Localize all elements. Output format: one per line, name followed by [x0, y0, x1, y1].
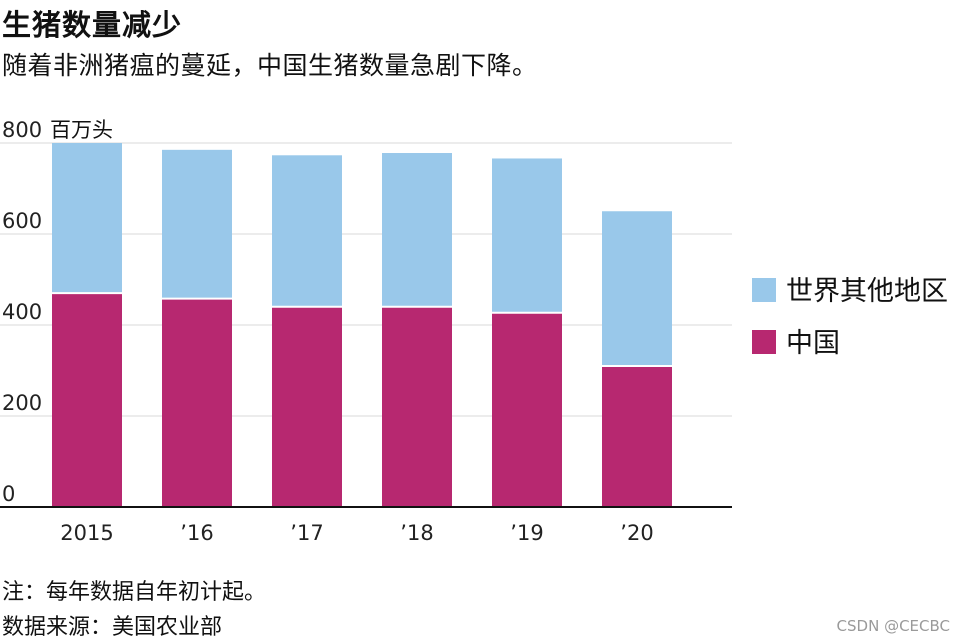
bar-china-4 [492, 312, 562, 507]
x-tick-label-0: 2015 [60, 521, 113, 545]
bar-rest-of-world-0 [52, 143, 122, 294]
y-tick-label-400: 400 [2, 300, 42, 324]
footnote: 注：每年数据自年初计起。 [2, 580, 267, 605]
bar-rest-of-world-2 [272, 155, 342, 307]
stacked-bar-chart: 2015 ’16 ’17 ’18 ’19 ’20 0 200 400 600 800 百万头世界其他地… [0, 118, 948, 545]
bar-rest-of-world-3 [382, 153, 452, 307]
y-tick-label-600: 600 [2, 209, 42, 233]
bar-china-3 [382, 306, 452, 507]
y-tick-label-800: 800 [2, 118, 42, 142]
x-tick-label-5: ’20 [620, 521, 653, 545]
y-axis-unit-label: 百万头 [50, 118, 113, 142]
bar-rest-of-world-1 [162, 149, 232, 299]
legend-swatch-rest-of-world [752, 278, 776, 302]
bar-rest-of-world-4 [492, 158, 562, 313]
legend-label-china: 中国 [786, 328, 840, 359]
chart-title: 生猪数量减少 [2, 8, 183, 42]
bar-china-0 [52, 293, 122, 507]
y-tick-label-200: 200 [2, 391, 42, 415]
legend-swatch-china [752, 330, 776, 354]
y-tick-label-0: 0 [2, 482, 15, 506]
legend-label-rest-of-world: 世界其他地区 [786, 276, 948, 307]
source-note: 数据来源：美国农业部 [2, 615, 223, 640]
x-tick-label-3: ’18 [400, 521, 433, 545]
x-tick-label-2: ’17 [290, 521, 323, 545]
x-tick-label-4: ’19 [510, 521, 543, 545]
bar-china-2 [272, 306, 342, 507]
watermark: CSDN @CECBC [836, 617, 950, 635]
chart-subtitle: 随着非洲猪瘟的蔓延，中国生猪数量急剧下降。 [2, 51, 538, 80]
bar-china-5 [602, 365, 672, 507]
x-tick-label-1: ’16 [180, 521, 213, 545]
bar-china-1 [162, 298, 232, 507]
bar-rest-of-world-5 [602, 211, 672, 366]
